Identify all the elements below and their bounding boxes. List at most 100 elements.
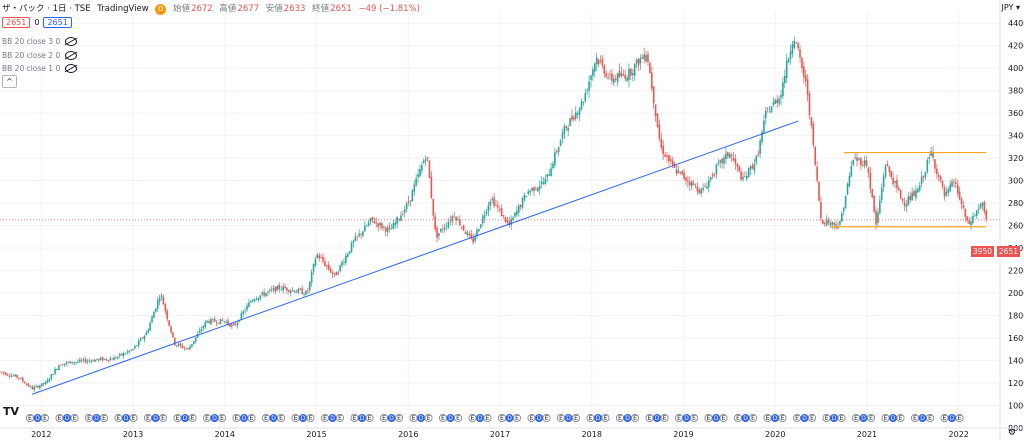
candle — [785, 60, 788, 79]
candle — [147, 329, 150, 333]
candle — [453, 216, 455, 218]
y-tick-label: 3800 — [1008, 87, 1024, 96]
candle — [616, 73, 619, 83]
candle — [96, 358, 98, 360]
candle — [174, 337, 176, 346]
candle — [318, 255, 321, 259]
candle — [913, 191, 915, 196]
candle — [421, 164, 423, 171]
candle — [270, 289, 273, 291]
y-tick-label: 4400 — [1008, 19, 1024, 28]
candle — [312, 264, 315, 272]
event-marker-label: E — [500, 415, 504, 422]
hidden-eye-icon[interactable] — [65, 37, 78, 46]
candle — [86, 360, 89, 362]
event-marker-label: E — [618, 415, 622, 422]
candle — [924, 172, 927, 178]
candle — [464, 231, 467, 234]
candle — [428, 160, 431, 179]
candle — [265, 293, 267, 297]
change-value: −49 (−1.81%) — [358, 4, 420, 14]
candle — [356, 236, 359, 237]
candle — [829, 223, 832, 226]
candle — [736, 163, 739, 167]
candle — [183, 347, 186, 349]
event-marker — [41, 413, 50, 422]
event-marker — [188, 413, 197, 422]
candle — [145, 332, 148, 336]
candle — [751, 165, 754, 169]
candle — [481, 216, 484, 224]
sell-price-button[interactable]: 2651 — [2, 17, 31, 28]
event-marker-label: E — [884, 415, 888, 422]
chart-header: ザ・パック · 1日 · TSE TradingView D 始値2672 高値… — [2, 2, 424, 15]
candle — [871, 189, 874, 197]
event-marker-label: D — [330, 415, 335, 422]
buy-price-button[interactable]: 2651 — [43, 17, 72, 28]
candle — [909, 195, 912, 201]
event-marker — [513, 413, 522, 422]
candle — [797, 43, 799, 49]
candle — [888, 166, 891, 172]
indicator-row[interactable]: BB 20 close 1 0 — [2, 64, 78, 73]
hidden-eye-icon[interactable] — [65, 64, 78, 73]
candle — [588, 81, 590, 91]
candle — [166, 310, 169, 320]
candle — [489, 201, 492, 206]
candle — [322, 256, 324, 262]
indicator-row[interactable]: BB 20 close 2 0 — [2, 51, 78, 60]
collapse-legend-button[interactable]: ^ — [2, 75, 17, 88]
candle — [778, 98, 780, 104]
event-marker-label: D — [65, 415, 70, 422]
x-tick-label: 2021 — [857, 430, 877, 439]
candle — [143, 335, 146, 340]
candle — [744, 176, 746, 177]
indicator-label: BB 20 close 1 0 — [2, 64, 61, 73]
candle — [48, 379, 51, 381]
candle — [631, 73, 634, 76]
indicator-row[interactable]: BB 20 close 3 0 — [2, 37, 78, 46]
candle — [487, 205, 490, 212]
event-marker-label: E — [486, 415, 490, 422]
x-tick-label: 2015 — [306, 430, 326, 439]
event-marker — [631, 413, 640, 422]
currency-selector[interactable]: JPY ▾ — [1001, 3, 1020, 12]
settings-gear-icon[interactable]: ⚙ — [1007, 428, 1016, 438]
candle — [810, 117, 813, 126]
candle — [411, 190, 414, 202]
candle — [770, 106, 773, 113]
candle — [483, 214, 486, 218]
event-marker-label: E — [427, 415, 431, 422]
candle — [823, 222, 826, 224]
tradingview-logo[interactable]: TV — [3, 405, 20, 418]
candle — [20, 378, 22, 380]
candle — [747, 168, 750, 178]
event-marker-label: E — [545, 415, 549, 422]
candle — [269, 289, 271, 291]
candle — [958, 191, 961, 200]
event-marker-label: E — [692, 415, 696, 422]
candle — [846, 183, 849, 195]
candle — [630, 68, 632, 76]
hidden-eye-icon[interactable] — [65, 51, 78, 60]
candle — [337, 272, 340, 275]
candle — [187, 347, 189, 349]
event-marker-label: D — [35, 415, 40, 422]
event-marker-label: E — [559, 415, 563, 422]
event-marker-label: E — [766, 415, 770, 422]
event-marker-label: E — [899, 415, 903, 422]
candle — [654, 104, 657, 117]
event-marker — [660, 413, 669, 422]
event-marker — [601, 413, 610, 422]
candle — [639, 58, 642, 64]
symbol-title[interactable]: ザ・パック · 1日 · TSE — [2, 4, 91, 14]
candle — [563, 125, 566, 135]
candle — [200, 329, 203, 332]
candle — [512, 217, 514, 221]
event-marker-label: E — [87, 415, 91, 422]
candle — [574, 112, 577, 119]
candle — [1, 371, 3, 373]
candle — [29, 386, 32, 388]
candle — [272, 288, 275, 290]
